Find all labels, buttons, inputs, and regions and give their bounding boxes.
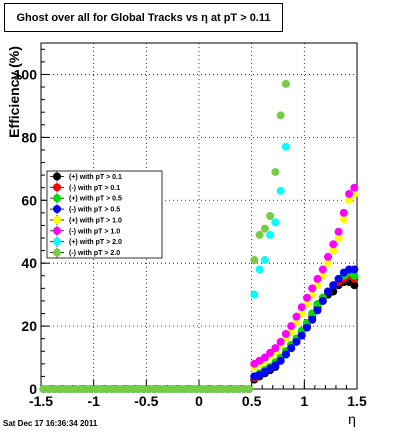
x-tick-label: -1 (87, 393, 100, 409)
data-point: (-) with pT > 1.0: (1.225, 42) (324, 252, 333, 261)
legend-marker (53, 248, 61, 257)
data-point: (-) with pT > 1.0: (0.625, 10) (260, 353, 269, 362)
legend-marker (53, 183, 61, 192)
legend-label: (+) with pT > 1.0 (69, 217, 122, 224)
data-point: (-) with pT > 1.0: (1.325, 50) (334, 227, 343, 236)
data-point: (-) with pT > 1.0: (0.775, 15) (276, 337, 285, 346)
data-point: (-) with pT > 0.5: (1.175, 28) (318, 296, 327, 305)
data-point: (-) with pT > 1.0: (1.475, 64) (350, 183, 359, 192)
data-point: (+) with pT > 2.0: (0.625, 41) (260, 256, 269, 265)
x-tick-label: 0 (195, 393, 203, 409)
x-tick-label: -1.5 (29, 393, 53, 409)
data-point: (-) with pT > 0.5: (1.125, 25) (313, 306, 322, 315)
legend-marker (53, 205, 61, 214)
legend-marker (53, 226, 61, 235)
data-point: (-) with pT > 2.0: (0.625, 51) (260, 224, 269, 233)
data-point: (-) with pT > 2.0: (0.825, 97) (281, 79, 290, 88)
data-point: (-) with pT > 1.0: (1.125, 35) (313, 274, 322, 283)
chart-title: Ghost over all for Global Tracks vs η at… (4, 3, 283, 32)
data-point: (-) with pT > 2.0: (0.575, 49) (255, 230, 264, 239)
data-point: (-) with pT > 1.0: (1.025, 29) (302, 293, 311, 302)
data-point: (-) with pT > 2.0: (0.775, 87) (276, 111, 285, 120)
data-point: (+) with pT > 1.0: (1.225, 40) (324, 259, 333, 268)
timestamp-footer: Sat Dec 17 16:36:34 2011 (3, 419, 98, 428)
data-point: (-) with pT > 1.0: (0.675, 11.5) (266, 348, 275, 357)
y-tick-label: 20 (21, 318, 37, 334)
legend-label: (+) with pT > 0.1 (69, 174, 122, 181)
data-point: (-) with pT > 0.5: (0.925, 15) (292, 337, 301, 346)
legend-marker (53, 215, 61, 224)
legend: (+) with pT > 0.1 (-) with pT > 0.1 (+) wi… (46, 170, 163, 259)
data-point: (-) with pT > 1.0: (0.725, 13) (271, 344, 280, 353)
data-point: (-) with pT > 0.5: (1.275, 33) (329, 281, 338, 290)
legend-label: (-) with pT > 0.5 (69, 207, 120, 214)
data-point: (+) with pT > 1.0: (1.275, 44) (329, 246, 338, 255)
data-point: (-) with pT > 0.5: (1.025, 19.5) (302, 323, 311, 332)
data-point: (+) with pT > 0.1: (1.475, 33) (350, 281, 359, 290)
data-point: (+) with pT > 2.0: (0.725, 53) (271, 218, 280, 227)
data-point: (-) with pT > 1.0: (0.975, 26) (297, 303, 306, 312)
legend-label: (+) with pT > 0.5 (69, 196, 122, 203)
data-point: (-) with pT > 0.5: (0.775, 9) (276, 356, 285, 365)
data-point: (-) with pT > 0.5: (0.875, 13) (287, 344, 296, 353)
x-tick-label: 0.5 (242, 393, 262, 409)
data-point: (-) with pT > 2.0: (0.725, 69) (271, 167, 280, 176)
legend-marker (53, 194, 61, 203)
series-4: (-) with pT > 0.5: (-1.475, 0)(-) with p… (39, 265, 359, 393)
data-point: (-) with pT > 1.0: (1.175, 38) (318, 265, 327, 274)
data-point: (+) with pT > 2.0: (0.675, 49) (266, 230, 275, 239)
data-point: (-) with pT > 2.0: (0.675, 55) (266, 212, 275, 220)
data-point: (-) with pT > 0.5: (0.825, 11) (281, 350, 290, 359)
data-points: (+) with pT > 0.1: (-1.475, 0)(+) with p… (39, 79, 359, 393)
data-point: (+) with pT > 2.0: (0.775, 63) (276, 186, 285, 195)
legend-marker (53, 237, 61, 246)
y-tick-label: 100 (14, 66, 38, 82)
legend-label: (-) with pT > 0.1 (69, 185, 120, 192)
y-tick-label: 80 (21, 129, 37, 145)
legend-box (46, 170, 163, 259)
y-tick-label: 40 (21, 255, 37, 271)
data-point: (+) with pT > 1.0: (1.375, 54) (339, 215, 348, 224)
x-axis-label: η (348, 411, 356, 427)
data-point: (-) with pT > 1.0: (1.375, 56) (339, 208, 348, 217)
data-point: (-) with pT > 0.5: (1.325, 35) (334, 274, 343, 283)
x-tick-label: -0.5 (134, 393, 158, 409)
x-tick-label: 1 (300, 393, 308, 409)
data-point: (+) with pT > 2.0: (0.825, 77) (281, 142, 290, 151)
data-point: (-) with pT > 0.5: (1.475, 38) (350, 265, 359, 274)
data-point: (-) with pT > 0.5: (0.975, 17) (297, 331, 306, 340)
data-point: (+) with pT > 1.0: (1.325, 48) (334, 234, 343, 243)
x-tick-label: 1.5 (347, 393, 367, 409)
data-point: (-) with pT > 1.0: (0.825, 17.5) (281, 329, 290, 338)
y-tick-label: 0 (29, 381, 37, 397)
data-point: (-) with pT > 1.0: (1.425, 62) (345, 189, 354, 198)
legend-marker (53, 172, 61, 181)
data-point: (-) with pT > 1.0: (0.925, 23) (292, 312, 301, 321)
series-8: (-) with pT > 2.0: (-1.475, 0)(-) with p… (39, 79, 290, 393)
data-point: (-) with pT > 1.0: (1.075, 32) (308, 284, 317, 293)
data-point: (-) with pT > 2.0: (0.525, 41) (250, 256, 259, 265)
data-point: (-) with pT > 1.0: (1.275, 46) (329, 240, 338, 249)
data-point: (+) with pT > 2.0: (0.575, 38) (255, 265, 264, 274)
legend-label: (-) with pT > 2.0 (69, 250, 120, 257)
data-point: (-) with pT > 2.0: (0.475, 0) (245, 385, 254, 393)
data-point: (-) with pT > 0.5: (1.075, 22) (308, 315, 317, 324)
data-point: (-) with pT > 0.5: (1.225, 31) (324, 287, 333, 296)
y-tick-label: 60 (21, 192, 37, 208)
data-point: (-) with pT > 0.5: (0.725, 7.5) (271, 361, 280, 370)
tick-labels: -1.5 -1 -0.5 0 0.5 1 1.5 0 20 40 60 80 100 (14, 66, 367, 409)
legend-label: (+) with pT > 2.0 (69, 239, 122, 246)
data-point: (+) with pT > 0.5: (1.475, 36) (350, 271, 359, 280)
data-point: (-) with pT > 1.0: (0.875, 20) (287, 322, 296, 331)
data-point: (+) with pT > 1.0: (1.425, 60) (345, 196, 354, 205)
legend-label: (-) with pT > 1.0 (69, 228, 120, 235)
data-point: (+) with pT > 2.0: (0.525, 30) (250, 290, 259, 299)
y-axis-label: Efficiency (%) (6, 46, 22, 138)
